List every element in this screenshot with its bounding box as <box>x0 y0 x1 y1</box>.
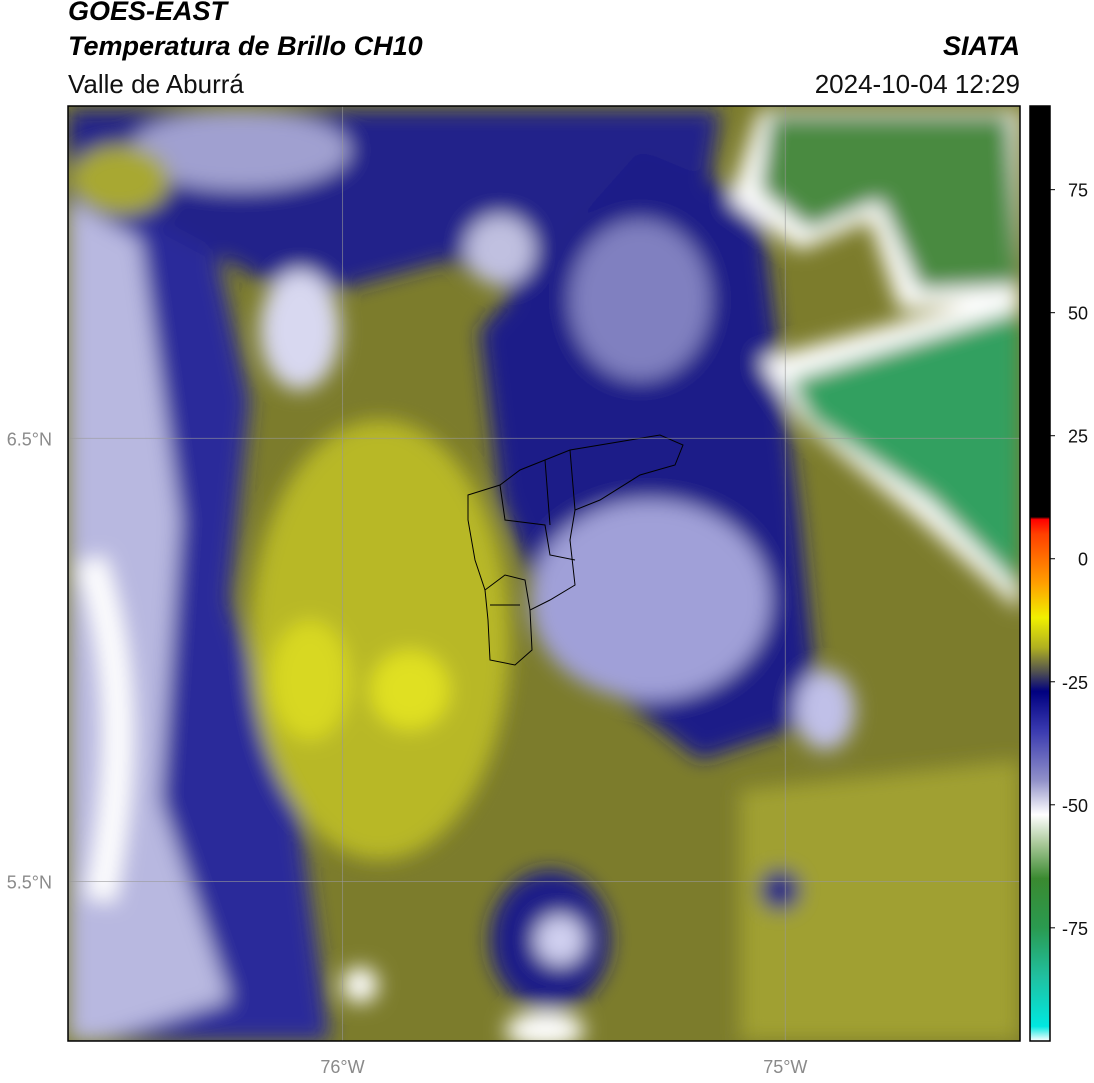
colorbar-tick-label: 25 <box>1068 427 1088 447</box>
map-frame <box>67 105 1021 1042</box>
x-tick-label: 76°W <box>320 1057 364 1077</box>
colorbar-tick-label: 0 <box>1078 550 1088 570</box>
y-tick-label: 6.5°N <box>7 429 52 449</box>
colorbar-tick-label: -50 <box>1062 796 1088 816</box>
colorbar-tick-label: -25 <box>1062 673 1088 693</box>
title: GOES-EAST <box>68 0 230 26</box>
subtitle: Temperatura de Brillo CH10 <box>68 31 423 61</box>
colorbar-tick-label: -75 <box>1062 919 1088 939</box>
region: Valle de Aburrá <box>68 69 244 99</box>
y-tick-label: 5.5°N <box>7 872 52 892</box>
colorbar <box>1029 105 1051 1042</box>
satellite-image <box>68 106 1020 1041</box>
datetime: 2024-10-04 12:29 <box>815 69 1020 99</box>
colorbar-tick-label: 50 <box>1068 304 1088 324</box>
x-tick-label: 75°W <box>763 1057 807 1077</box>
source: SIATA <box>943 31 1020 61</box>
colorbar-tick-label: 75 <box>1068 181 1088 201</box>
valley-outline <box>467 434 684 666</box>
